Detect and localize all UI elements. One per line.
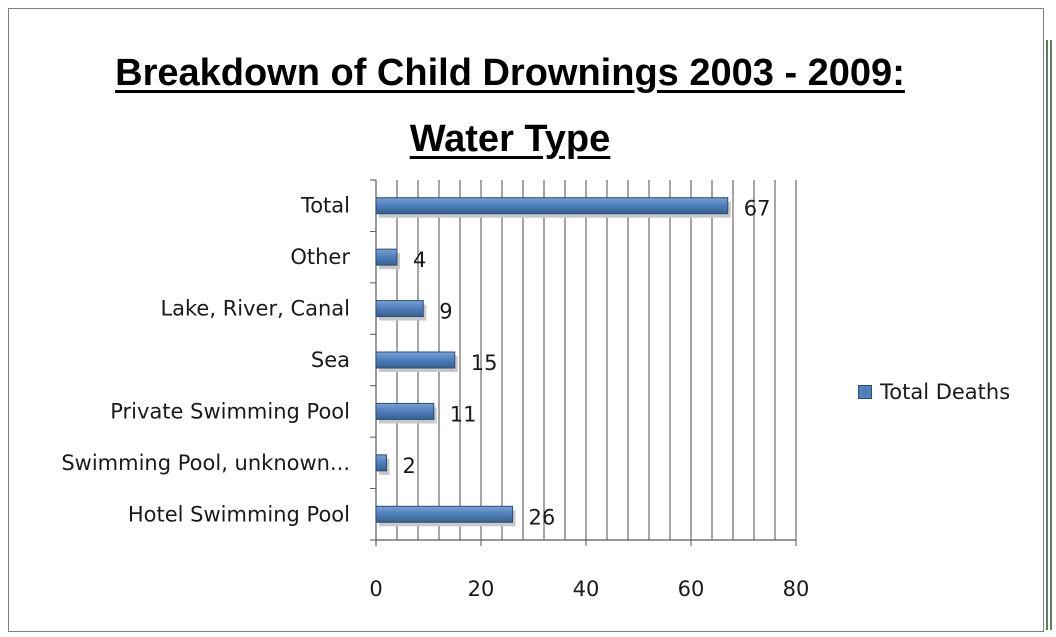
data-label: 9 bbox=[439, 300, 452, 324]
bar bbox=[375, 402, 435, 420]
legend-label: Total Deaths bbox=[880, 380, 1011, 404]
x-tick-label: 80 bbox=[783, 577, 810, 601]
right-edge-border bbox=[1046, 40, 1052, 630]
bar bbox=[375, 300, 424, 318]
bar bbox=[375, 505, 513, 523]
data-label: 67 bbox=[744, 197, 771, 221]
category-label: Swimming Pool, unknown... bbox=[61, 451, 350, 475]
x-tick-label: 20 bbox=[468, 577, 495, 601]
data-label: 4 bbox=[413, 248, 426, 272]
category-label: Lake, River, Canal bbox=[160, 297, 350, 321]
bar bbox=[375, 454, 387, 472]
category-label: Private Swimming Pool bbox=[110, 399, 350, 423]
x-tick-label: 40 bbox=[573, 577, 600, 601]
bar bbox=[375, 351, 456, 369]
legend: Total Deaths bbox=[858, 380, 1010, 404]
x-tick-label: 60 bbox=[678, 577, 705, 601]
chart-area bbox=[8, 8, 1044, 632]
x-tick-label: 0 bbox=[369, 577, 382, 601]
category-label: Hotel Swimming Pool bbox=[128, 502, 350, 526]
data-label: 26 bbox=[529, 505, 556, 529]
category-label: Other bbox=[290, 245, 350, 269]
bar bbox=[375, 248, 398, 266]
data-label: 15 bbox=[471, 351, 498, 375]
data-label: 2 bbox=[403, 454, 416, 478]
category-label: Total bbox=[300, 194, 350, 218]
bar bbox=[375, 197, 729, 215]
category-label: Sea bbox=[311, 348, 350, 372]
chart-title: Breakdown of Child Drownings 2003 - 2009… bbox=[115, 52, 905, 160]
data-label: 11 bbox=[450, 402, 477, 426]
legend-swatch bbox=[858, 385, 872, 399]
